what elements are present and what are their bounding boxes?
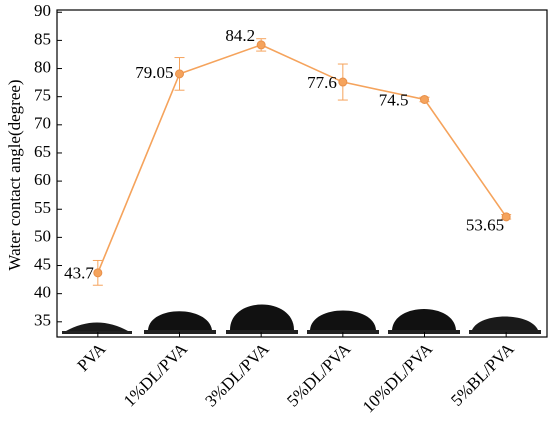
y-tick-label: 70: [34, 114, 51, 133]
y-tick-label: 85: [34, 29, 51, 48]
x-tick-label: 5%BL/PVA: [447, 339, 518, 410]
y-tick-label: 75: [34, 86, 51, 105]
x-tick-label: 1%DL/PVA: [120, 339, 192, 411]
y-tick-label: 45: [34, 254, 51, 273]
marker: [93, 268, 103, 278]
x-tick-label: 10%DL/PVA: [359, 339, 437, 417]
data-label: 43.7: [64, 264, 94, 283]
marker: [175, 69, 184, 79]
y-axis-label: Water contact angle(degree): [5, 79, 24, 270]
y-tick-label: 40: [34, 283, 51, 302]
y-tick-label: 90: [34, 1, 51, 20]
y-tick-label: 65: [34, 142, 51, 161]
x-tick-label: 3%DL/PVA: [201, 339, 273, 411]
droplet-images: [62, 304, 541, 334]
marker: [338, 77, 348, 87]
marker: [420, 94, 429, 104]
data-label: 84.2: [225, 26, 255, 45]
data-label: 74.5: [379, 90, 409, 109]
x-tick-label: 5%DL/PVA: [283, 339, 355, 411]
marker: [256, 40, 266, 50]
y-tick-label: 55: [34, 198, 51, 217]
y-tick-label: 60: [34, 170, 51, 189]
y-tick-label: 35: [34, 311, 51, 330]
x-tick-label: PVA: [73, 339, 109, 375]
y-tick-label: 50: [34, 226, 51, 245]
marker: [501, 212, 511, 222]
data-label: 53.65: [466, 216, 504, 235]
data-label: 79.05: [135, 63, 173, 82]
data-label: 77.6: [307, 73, 337, 92]
plot-frame: [56, 9, 548, 338]
y-tick-label: 80: [34, 57, 51, 76]
line: [97, 44, 507, 274]
